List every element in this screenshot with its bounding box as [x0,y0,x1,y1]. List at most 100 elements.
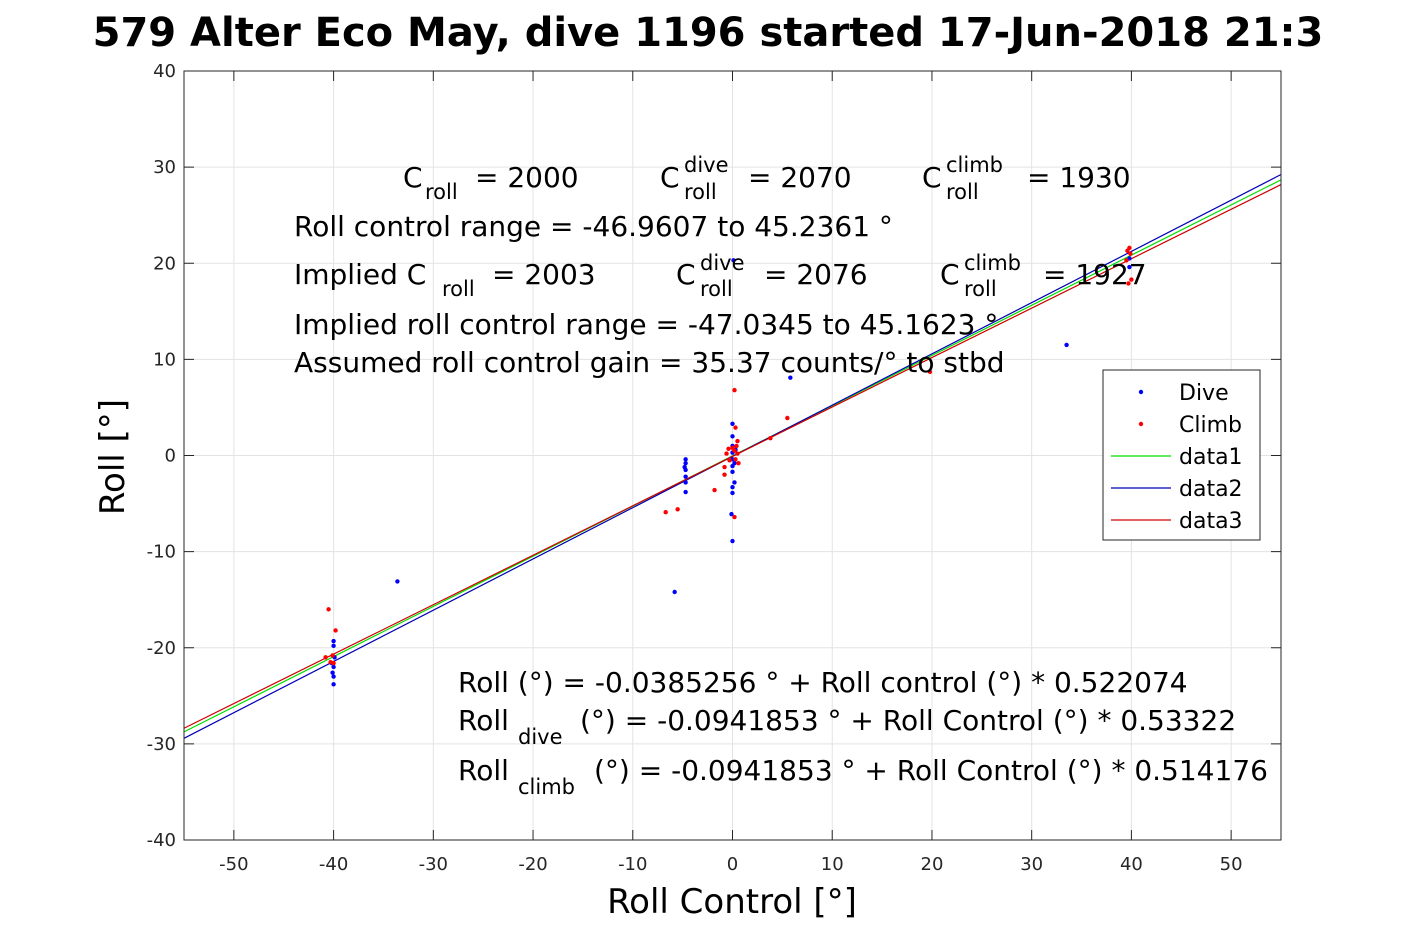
climb-point [663,510,668,515]
roll-subscript: roll [684,180,717,204]
x-tick-label: 10 [821,854,844,875]
dive-subscript: dive [518,725,563,749]
climb-point [724,451,729,456]
dive-point [683,489,688,495]
dive-point [683,474,688,479]
implied-c-label: Implied C [294,258,426,291]
c-symbol: C [922,161,942,194]
annotation-line-1: C roll = 2000 C dive roll = 2070 C climb… [403,153,1131,204]
roll-subscript: roll [425,180,458,204]
climb-point [712,487,717,493]
legend-label: Dive [1179,381,1229,406]
climb-point [727,458,732,463]
dive-point [683,480,688,485]
climb-point [927,369,933,375]
legend-label: data2 [1179,477,1243,502]
climb-subscript: climb [518,775,575,799]
legend-box [1102,369,1261,541]
annotation-line-2: Roll control range = -46.9607 to 45.2361… [294,210,893,243]
climb-superscript: climb [964,251,1021,275]
dive-point [683,457,688,462]
climb-point [733,425,738,430]
x-tick-label: -10 [618,854,647,875]
dive-point [1127,264,1132,270]
annotation-line-3: Implied C roll = 2003 C dive roll = 2076… [294,251,1147,301]
y-tick-label: 20 [153,253,176,274]
equation-dive: Roll dive (°) = -0.0941853 ° + Roll Cont… [458,704,1236,749]
climb-point [323,655,328,660]
climb-point [326,607,331,612]
climb-point [1124,258,1129,263]
equation-dive-text: (°) = -0.0941853 ° + Roll Control (°) * … [580,704,1236,737]
y-tick-label: -20 [147,638,176,659]
legend-marker-dive [1138,389,1144,395]
dive-point [732,480,737,485]
y-tick-label: -40 [147,830,176,851]
climb-point [1127,245,1132,251]
dive-point [395,579,400,584]
dive-point [331,638,336,644]
dive-point [672,589,677,595]
roll-subscript: roll [964,277,997,301]
y-axis-label: Roll [°] [93,399,133,515]
dive-superscript: dive [700,251,745,275]
dive-point [731,258,736,263]
dive-point [683,460,688,466]
c-roll-value: = 2000 [475,161,579,194]
climb-superscript: climb [946,153,1003,177]
dive-point [330,670,335,675]
climb-point [722,464,727,470]
implied-c-roll-value: = 2003 [492,258,596,291]
climb-point [735,438,740,444]
annotation-line-4: Implied roll control range = -47.0345 to… [294,308,998,341]
roll-subscript: roll [442,277,475,301]
climb-point [736,460,741,466]
data-points [323,245,1134,687]
climb-point [1128,251,1133,256]
legend-label: Climb [1179,413,1242,438]
x-tick-label: -40 [319,854,348,875]
climb-point [732,448,737,453]
dive-point [730,485,735,490]
roll-subscript: roll [700,277,733,301]
x-tick-label: -20 [518,854,547,875]
x-tick-label: -50 [219,854,248,875]
dive-point [331,682,336,687]
dive-point [732,460,737,466]
c-symbol: C [403,161,423,194]
c-symbol: C [940,258,960,291]
climb-point [768,435,773,441]
equation-overall: Roll (°) = -0.0385256 ° + Roll control (… [458,666,1188,699]
c-symbol: C [660,161,680,194]
plot-frame [183,70,1282,841]
x-tick-label: 0 [727,854,738,875]
equation-climb: Roll climb (°) = -0.0941853 ° + Roll Con… [458,754,1268,799]
y-tick-label: 30 [153,157,176,178]
dive-point [682,464,687,470]
climb-point [732,387,737,393]
implied-c-climb-value: = 1927 [1043,258,1147,291]
dive-superscript: dive [684,153,729,177]
y-tick-label: -30 [147,734,176,755]
climb-point [333,628,338,633]
dive-point [729,511,734,517]
implied-c-dive-value: = 2076 [764,258,868,291]
legend-label: data3 [1179,509,1243,534]
dive-point [331,643,336,649]
y-tick-label: -10 [147,542,176,563]
climb-point [1129,277,1134,282]
x-tick-label: 40 [1120,854,1143,875]
x-tick-label: -30 [419,854,448,875]
legend-label: data1 [1179,445,1243,470]
climb-point [330,653,335,658]
equation-climb-text: (°) = -0.0941853 ° + Roll Control (°) * … [594,754,1268,787]
climb-point [733,457,738,462]
y-tick-label: 10 [153,349,176,370]
y-axis-ticks: -40 -30 -20 -10 0 10 20 30 40 [147,61,1281,851]
climb-point [785,415,790,421]
x-tick-label: 20 [921,854,944,875]
fit-lines [183,173,1282,739]
climb-point [726,446,731,451]
legend-marker-climb [1138,421,1144,427]
x-tick-label: 50 [1220,854,1243,875]
